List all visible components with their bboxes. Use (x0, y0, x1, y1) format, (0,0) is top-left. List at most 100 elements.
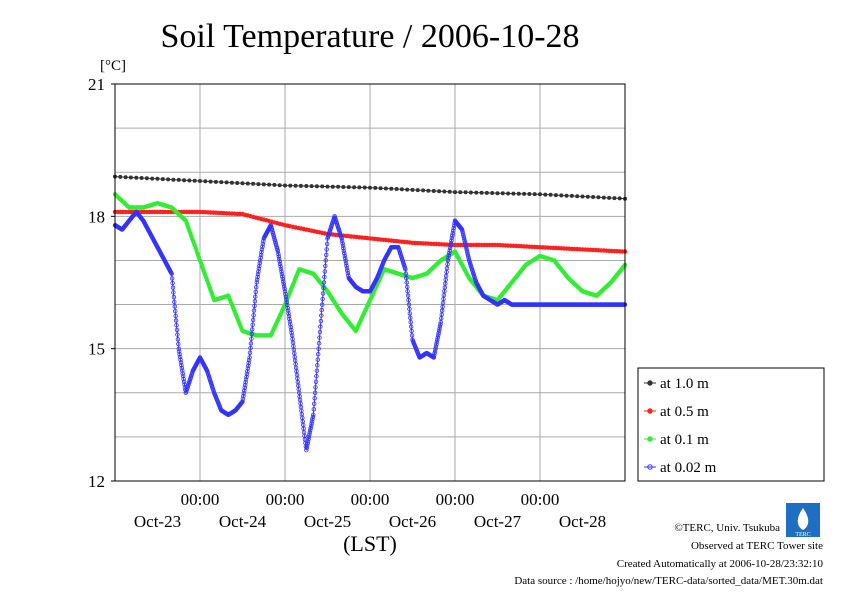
data-point (176, 341, 181, 347)
data-point (242, 382, 248, 388)
data-point (339, 236, 344, 241)
data-point (309, 419, 315, 424)
data-point (248, 341, 254, 346)
series-at-1-0-m (113, 174, 628, 201)
data-point (316, 352, 321, 357)
data-point (437, 326, 442, 331)
data-point (591, 194, 596, 199)
data-point (308, 423, 314, 429)
data-point (617, 196, 622, 201)
data-point (459, 226, 464, 232)
data-point (245, 366, 250, 371)
data-point (286, 311, 291, 316)
data-point (410, 187, 415, 192)
data-point (289, 327, 294, 333)
grid-lines (115, 84, 625, 481)
data-point (345, 270, 351, 276)
data-point (465, 250, 470, 255)
x-tick-time: 00:00 (266, 490, 305, 509)
data-point (553, 193, 558, 198)
data-point (203, 179, 208, 184)
data-point (346, 185, 351, 190)
data-point (288, 183, 293, 188)
data-point (174, 327, 180, 333)
data-point (406, 302, 412, 307)
data-point (240, 181, 245, 186)
data-point (275, 249, 281, 254)
data-point (464, 248, 470, 253)
data-point (433, 344, 439, 349)
data-point (298, 183, 303, 188)
data-point (601, 195, 606, 200)
data-point (460, 231, 466, 236)
data-point (279, 271, 285, 277)
data-point (452, 190, 457, 195)
data-point (176, 177, 181, 182)
data-point (344, 266, 350, 271)
data-point (229, 180, 234, 185)
data-point (367, 185, 372, 190)
data-point (446, 253, 451, 258)
data-point (252, 299, 258, 304)
data-point (340, 243, 346, 248)
data-point (383, 186, 388, 191)
data-point (177, 354, 183, 360)
data-point (249, 336, 254, 341)
data-point (451, 223, 457, 228)
data-point (343, 258, 348, 263)
data-point (258, 258, 263, 263)
data-point (276, 254, 281, 259)
data-point (500, 191, 505, 196)
data-point (247, 350, 253, 355)
data-point (345, 268, 350, 273)
data-point (285, 305, 290, 311)
data-point (256, 269, 261, 274)
data-point (293, 183, 298, 188)
data-point (442, 189, 447, 194)
data-point (506, 191, 511, 196)
data-point (260, 244, 265, 249)
data-point (389, 186, 394, 191)
data-point (169, 276, 175, 281)
data-point (283, 291, 288, 297)
data-point (431, 355, 436, 360)
data-point (251, 181, 256, 186)
logo-text: TERC (795, 532, 810, 538)
data-point (240, 396, 246, 401)
data-point (436, 331, 441, 336)
data-point (139, 175, 144, 180)
data-point (251, 308, 257, 313)
data-point (313, 385, 318, 390)
data-point (585, 194, 590, 199)
data-point (172, 299, 177, 304)
x-tick-time: 00:00 (181, 490, 220, 509)
data-point (447, 248, 452, 253)
data-point (426, 188, 431, 193)
data-point (304, 445, 309, 451)
data-point (253, 294, 258, 299)
data-point (308, 425, 313, 431)
data-point (409, 333, 415, 338)
data-point (460, 229, 465, 234)
data-point (180, 371, 185, 376)
legend-marker (647, 464, 653, 470)
data-point (281, 284, 287, 289)
data-point (287, 316, 292, 322)
legend-label: at 1.0 m (660, 376, 709, 392)
data-point (172, 304, 177, 309)
data-point (316, 346, 321, 351)
x-day-label: Oct-25 (304, 512, 351, 531)
data-point (249, 331, 254, 337)
data-point (407, 306, 412, 312)
data-point (580, 194, 585, 199)
data-point (286, 313, 292, 319)
data-point (317, 329, 323, 335)
data-point (435, 337, 440, 342)
data-point (373, 185, 378, 190)
data-point (343, 256, 348, 261)
data-point (288, 322, 293, 327)
data-point (362, 185, 367, 190)
data-point (322, 269, 327, 274)
data-point (224, 180, 229, 185)
data-point (173, 313, 178, 319)
